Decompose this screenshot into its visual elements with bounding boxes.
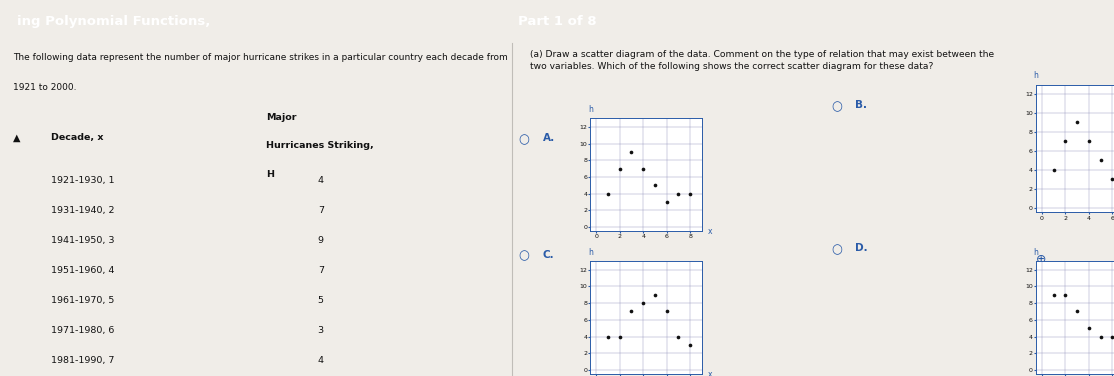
- Point: [1092, 157, 1110, 163]
- Point: [610, 334, 628, 340]
- Text: ○: ○: [518, 250, 529, 262]
- Text: 1941-1950, 3: 1941-1950, 3: [51, 236, 115, 245]
- Text: Decade, x: Decade, x: [51, 133, 104, 142]
- Text: 5: 5: [317, 296, 324, 305]
- Text: ○: ○: [831, 100, 842, 113]
- Text: 1971-1980, 6: 1971-1980, 6: [51, 326, 115, 335]
- Text: 9: 9: [317, 236, 324, 245]
- Text: h: h: [588, 248, 593, 257]
- Text: ing Polynomial Functions,: ing Polynomial Functions,: [17, 15, 211, 28]
- Point: [1079, 325, 1097, 331]
- Point: [1045, 292, 1063, 298]
- Text: 7: 7: [317, 206, 324, 215]
- Text: h: h: [1034, 248, 1038, 257]
- Point: [646, 292, 664, 298]
- Text: B.: B.: [856, 100, 868, 110]
- Point: [1056, 292, 1074, 298]
- Text: ⊖: ⊖: [1036, 146, 1046, 159]
- Text: 1921-1930, 1: 1921-1930, 1: [51, 176, 115, 185]
- Point: [1045, 167, 1063, 173]
- Text: ⊖: ⊖: [1036, 286, 1046, 299]
- Text: h: h: [588, 105, 593, 114]
- Text: ⊖: ⊖: [693, 176, 703, 190]
- Text: ▲: ▲: [13, 133, 20, 143]
- Point: [634, 300, 652, 306]
- Point: [681, 191, 698, 197]
- Point: [681, 342, 698, 348]
- Point: [670, 191, 687, 197]
- Point: [1092, 334, 1110, 340]
- Text: The following data represent the number of major hurricane strikes in a particul: The following data represent the number …: [13, 53, 508, 62]
- Point: [646, 182, 664, 188]
- Text: Major: Major: [266, 113, 297, 122]
- Text: ⊖: ⊖: [693, 296, 703, 309]
- Point: [599, 191, 617, 197]
- Text: 4: 4: [317, 176, 324, 185]
- Point: [1103, 334, 1114, 340]
- Point: [634, 165, 652, 171]
- Text: ⊕: ⊕: [1036, 113, 1046, 126]
- Text: H: H: [266, 170, 274, 179]
- Point: [623, 149, 641, 155]
- Text: ○: ○: [518, 133, 529, 146]
- Text: 3: 3: [317, 326, 324, 335]
- Point: [610, 165, 628, 171]
- Point: [1068, 308, 1086, 314]
- Text: 1981-1990, 7: 1981-1990, 7: [51, 356, 115, 365]
- Text: Part 1 of 8: Part 1 of 8: [518, 15, 596, 28]
- Point: [1079, 138, 1097, 144]
- Text: 1921 to 2000.: 1921 to 2000.: [13, 83, 77, 92]
- Text: C.: C.: [543, 250, 554, 259]
- Text: A.: A.: [543, 133, 555, 143]
- Text: D.: D.: [856, 243, 868, 253]
- Point: [657, 199, 675, 205]
- Text: h: h: [1034, 71, 1038, 80]
- Text: ⊕: ⊕: [693, 143, 703, 156]
- Text: ○: ○: [831, 243, 842, 256]
- Point: [1056, 138, 1074, 144]
- Text: 1961-1970, 5: 1961-1970, 5: [51, 296, 115, 305]
- Point: [670, 334, 687, 340]
- Point: [657, 308, 675, 314]
- Text: ⊕: ⊕: [1036, 253, 1046, 266]
- Text: ⊕: ⊕: [693, 263, 703, 276]
- Text: (a) Draw a scatter diagram of the data. Comment on the type of relation that may: (a) Draw a scatter diagram of the data. …: [530, 50, 995, 71]
- Point: [623, 308, 641, 314]
- Point: [599, 334, 617, 340]
- Text: 1951-1960, 4: 1951-1960, 4: [51, 266, 115, 275]
- Point: [1068, 120, 1086, 126]
- Point: [1103, 176, 1114, 182]
- Text: Hurricanes Striking,: Hurricanes Striking,: [266, 141, 374, 150]
- Text: 7: 7: [317, 266, 324, 275]
- Text: 4: 4: [317, 356, 324, 365]
- Text: x: x: [707, 370, 712, 376]
- Text: x: x: [707, 227, 712, 236]
- Text: 1931-1940, 2: 1931-1940, 2: [51, 206, 115, 215]
